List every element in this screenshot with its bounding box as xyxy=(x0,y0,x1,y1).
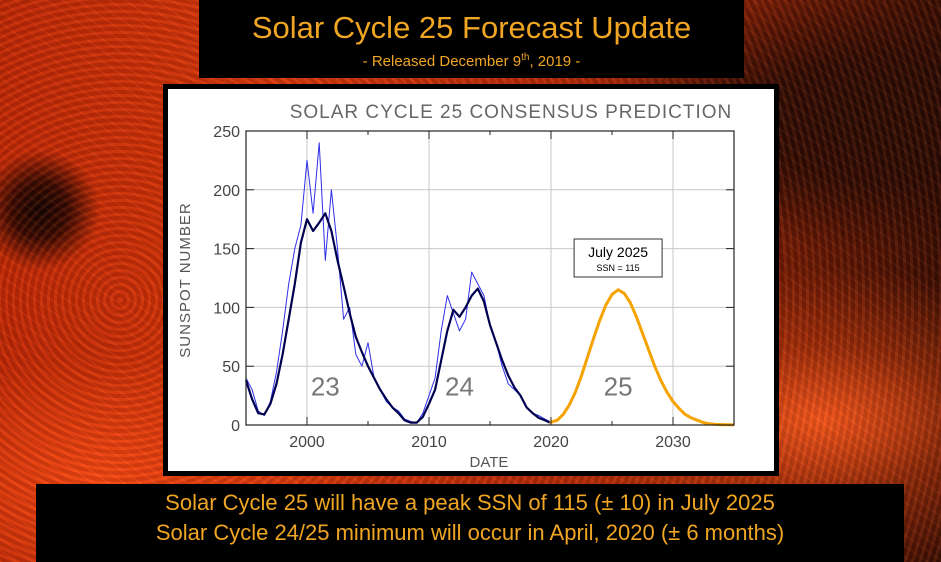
y-tick-label: 0 xyxy=(231,418,240,435)
series-line-smoothed xyxy=(244,212,551,424)
subtitle-prefix: - Released December 9 xyxy=(362,53,522,70)
summary-line-minimum: Solar Cycle 24/25 minimum will occur in … xyxy=(155,520,785,545)
annotation-layer: 23 24 25 July 2025 SSN = 115 xyxy=(311,238,663,402)
cycle-label: 25 xyxy=(604,372,633,402)
y-axis-label: SUNSPOT NUMBER xyxy=(177,202,194,357)
subtitle-suffix: , 2019 - xyxy=(529,53,581,70)
chart-frame: SOLAR CYCLE 25 CONSENSUS PREDICTION 23 24… xyxy=(163,84,779,476)
summary-line-peak: Solar Cycle 25 will have a peak SSN of 1… xyxy=(165,490,775,515)
y-tick-label: 200 xyxy=(213,183,240,200)
series-layer xyxy=(244,142,735,427)
solar-cycle-chart: SOLAR CYCLE 25 CONSENSUS PREDICTION 23 24… xyxy=(177,102,735,471)
y-tick-label: 250 xyxy=(213,124,240,141)
peak-annotation-title: July 2025 xyxy=(588,244,648,260)
x-axis-label: DATE xyxy=(470,454,509,471)
y-tick-label: 150 xyxy=(213,242,240,259)
peak-annotation-value: SSN = 115 xyxy=(597,263,640,273)
x-tick-label: 2000 xyxy=(289,434,325,451)
y-tick-label: 100 xyxy=(213,300,240,317)
x-tick-label: 2010 xyxy=(411,434,447,451)
chart-panel: SOLAR CYCLE 25 CONSENSUS PREDICTION 23 24… xyxy=(168,89,774,471)
peak-annotation-box xyxy=(573,238,663,278)
series-line-prediction xyxy=(549,288,735,427)
cycle-label: 23 xyxy=(311,372,340,402)
title-box: Solar Cycle 25 Forecast Update - Release… xyxy=(199,0,744,78)
page-subtitle: - Released December 9th, 2019 - xyxy=(199,49,744,71)
summary-box: Solar Cycle 25 will have a peak SSN of 1… xyxy=(36,484,904,562)
cycle-label: 24 xyxy=(445,372,474,402)
page-title: Solar Cycle 25 Forecast Update xyxy=(251,10,692,45)
series-line-monthly-noisy xyxy=(245,142,551,424)
axis-layer: 0 50 100 150 200 250 2000 2010 2020 2030 xyxy=(213,124,735,451)
x-tick-label: 2030 xyxy=(655,434,691,451)
y-tick-label: 50 xyxy=(222,359,240,376)
chart-title: SOLAR CYCLE 25 CONSENSUS PREDICTION xyxy=(290,102,733,123)
subtitle-superscript: th xyxy=(521,52,530,63)
x-tick-label: 2020 xyxy=(533,434,569,451)
